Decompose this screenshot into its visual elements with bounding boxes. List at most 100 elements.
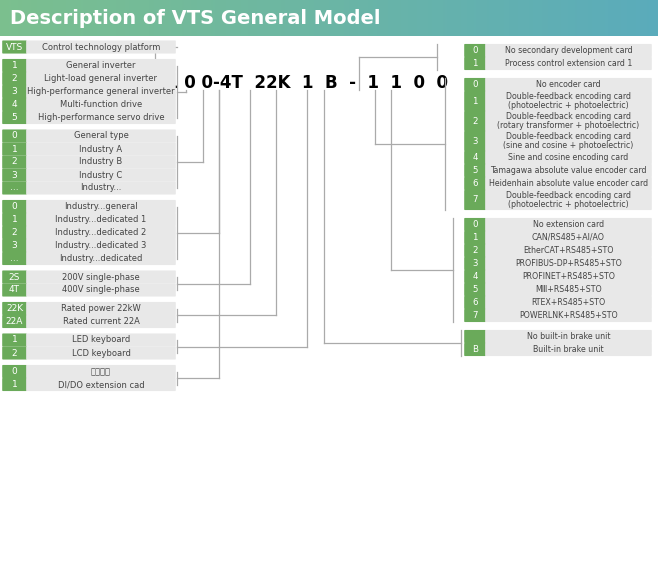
Text: 0: 0 — [472, 220, 478, 229]
Bar — [114, 0, 116, 36]
Bar — [505, 0, 507, 36]
Bar — [610, 0, 612, 36]
Bar — [193, 0, 195, 36]
Bar — [355, 0, 357, 36]
Text: High-performance general inverter: High-performance general inverter — [27, 87, 175, 96]
Bar — [195, 0, 197, 36]
Bar — [182, 0, 184, 36]
Text: (sine and cosine + photoelectric): (sine and cosine + photoelectric) — [503, 141, 634, 150]
FancyBboxPatch shape — [464, 244, 486, 257]
Bar — [344, 0, 347, 36]
Bar — [542, 0, 544, 36]
FancyBboxPatch shape — [2, 200, 27, 213]
Bar — [252, 0, 255, 36]
FancyBboxPatch shape — [485, 231, 652, 244]
Bar — [351, 0, 353, 36]
Bar — [209, 0, 211, 36]
Text: 2: 2 — [12, 349, 17, 358]
Text: 1: 1 — [12, 145, 17, 154]
Bar — [423, 0, 426, 36]
Bar — [51, 0, 53, 36]
Bar — [334, 0, 336, 36]
FancyBboxPatch shape — [464, 330, 486, 343]
FancyBboxPatch shape — [485, 190, 652, 210]
Bar — [586, 0, 588, 36]
Bar — [322, 0, 324, 36]
Bar — [222, 0, 224, 36]
Bar — [467, 0, 469, 36]
Bar — [495, 0, 498, 36]
FancyBboxPatch shape — [26, 200, 176, 213]
Bar — [494, 0, 495, 36]
Text: ...: ... — [10, 254, 19, 263]
Bar — [171, 0, 173, 36]
Bar — [166, 0, 169, 36]
Text: Process control extension card 1: Process control extension card 1 — [505, 59, 632, 68]
Text: Industry...dedicated 2: Industry...dedicated 2 — [55, 228, 147, 237]
Text: Rated current 22A: Rated current 22A — [63, 317, 139, 326]
Bar — [245, 0, 248, 36]
Text: No encoder card: No encoder card — [536, 80, 601, 89]
Bar — [272, 0, 274, 36]
Bar — [436, 0, 439, 36]
Bar — [158, 0, 160, 36]
Bar — [79, 0, 81, 36]
Bar — [605, 0, 607, 36]
FancyBboxPatch shape — [26, 41, 176, 54]
Bar — [66, 0, 68, 36]
Text: Double-feedback encoding card: Double-feedback encoding card — [506, 112, 631, 121]
Bar — [274, 0, 276, 36]
FancyBboxPatch shape — [26, 213, 176, 226]
FancyBboxPatch shape — [26, 155, 176, 168]
Bar — [101, 0, 103, 36]
Bar — [70, 0, 72, 36]
Bar — [48, 0, 51, 36]
FancyBboxPatch shape — [485, 131, 652, 151]
Bar — [649, 0, 651, 36]
Bar — [439, 0, 441, 36]
Bar — [110, 0, 112, 36]
FancyBboxPatch shape — [464, 177, 486, 190]
Bar — [191, 0, 193, 36]
Bar — [160, 0, 163, 36]
Bar — [614, 0, 617, 36]
Bar — [20, 0, 22, 36]
FancyBboxPatch shape — [2, 315, 27, 328]
Bar — [619, 0, 620, 36]
Text: 6: 6 — [472, 298, 478, 307]
Bar — [638, 0, 640, 36]
Text: MⅢ+RS485+STO: MⅢ+RS485+STO — [535, 285, 602, 294]
Text: 4: 4 — [472, 272, 478, 281]
Bar — [449, 0, 452, 36]
Bar — [636, 0, 638, 36]
Bar — [553, 0, 555, 36]
Text: No secondary development card: No secondary development card — [505, 46, 632, 55]
FancyBboxPatch shape — [26, 315, 176, 328]
Bar — [561, 0, 564, 36]
FancyBboxPatch shape — [26, 226, 176, 239]
Bar — [419, 0, 421, 36]
FancyBboxPatch shape — [26, 346, 176, 359]
Bar — [492, 0, 494, 36]
Text: 无扩展卡: 无扩展卡 — [91, 367, 111, 376]
Bar — [136, 0, 138, 36]
Bar — [132, 0, 134, 36]
Bar — [393, 0, 395, 36]
Bar — [298, 0, 301, 36]
Bar — [342, 0, 344, 36]
Bar — [489, 0, 492, 36]
Bar — [228, 0, 230, 36]
Bar — [347, 0, 349, 36]
Bar — [250, 0, 252, 36]
Bar — [623, 0, 625, 36]
Text: 400V single-phase: 400V single-phase — [62, 285, 140, 294]
FancyBboxPatch shape — [485, 283, 652, 296]
Text: 1: 1 — [12, 215, 17, 224]
FancyBboxPatch shape — [2, 98, 27, 111]
Bar — [107, 0, 110, 36]
FancyBboxPatch shape — [26, 142, 176, 155]
Bar — [15, 0, 18, 36]
Bar — [320, 0, 322, 36]
Bar — [368, 0, 370, 36]
Bar — [186, 0, 189, 36]
